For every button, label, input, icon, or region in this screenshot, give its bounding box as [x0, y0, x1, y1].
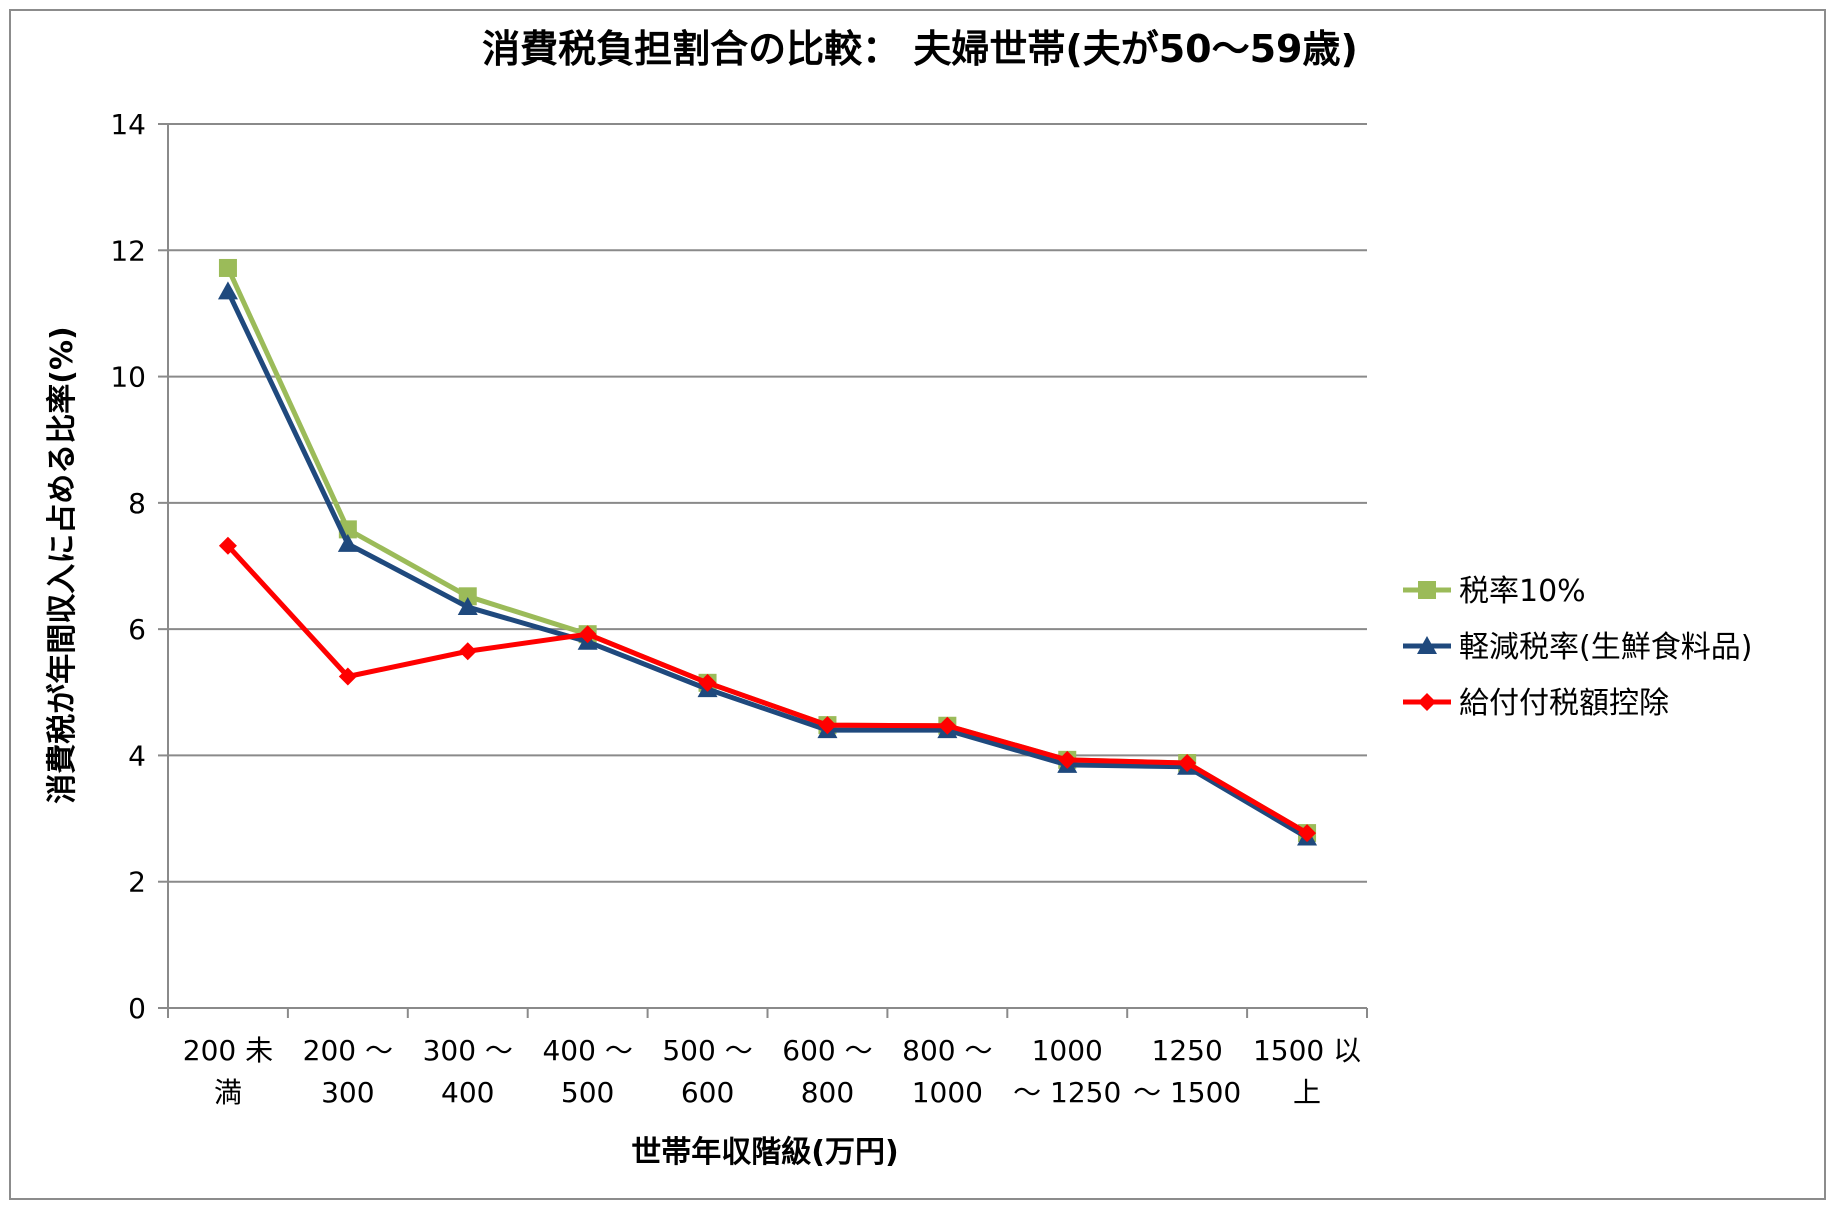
x-tick-label-line: ～ 1250 [1013, 1076, 1121, 1109]
data-point [1178, 754, 1197, 773]
data-point [1298, 824, 1317, 843]
data-point [218, 258, 237, 277]
legend-item: 軽減税率(生鮮食料品) [1403, 630, 1752, 665]
y-tick-label: 6 [128, 613, 146, 646]
axes [167, 124, 1367, 1009]
y-tick-label: 8 [128, 487, 146, 520]
x-tick-label-line: 300 [321, 1076, 374, 1109]
y-tick-label: 10 [110, 361, 146, 394]
x-tick-label-line: 1000 [912, 1076, 983, 1109]
x-tick-label-line: 200 未 [183, 1034, 273, 1067]
data-point [457, 597, 478, 616]
x-tick-label-line: 400 ～ [542, 1034, 632, 1067]
x-tick-label: 200 未満 [183, 1034, 273, 1109]
data-point [938, 716, 957, 735]
legend-item: 税率10% [1403, 574, 1586, 609]
series-line [225, 266, 1309, 836]
series-line [225, 290, 1309, 840]
x-tick-label-line: 500 [561, 1076, 614, 1109]
data-point [218, 536, 237, 555]
y-tick-label: 12 [110, 234, 146, 267]
x-tick-label-line: 400 [441, 1076, 494, 1109]
x-tick-label-line: 800 [801, 1076, 854, 1109]
x-tick-label: 200 ～ 300 [303, 1034, 393, 1109]
chart-title: 消費税負担割合の比較： 夫婦世帯(夫が50～59歳) [482, 27, 1358, 71]
legend-item: 給付付税額控除 [1403, 686, 1669, 721]
x-axis-title: 世帯年収階級(万円) [631, 1135, 898, 1170]
series-line [226, 544, 1309, 836]
x-tick-label-line: 200 ～ [303, 1034, 393, 1067]
x-tick-label-line: 1000 [1032, 1034, 1103, 1067]
x-tick-label: 1000 ～ 1250 [1013, 1034, 1121, 1109]
gridlines [168, 123, 1367, 883]
x-tick-label-line: ～ 1500 [1133, 1076, 1241, 1109]
legend-marker [1417, 636, 1437, 654]
x-tick-label-line: 300 ～ [423, 1034, 513, 1067]
x-axis-ticks: 200 未満 200 ～ 300 300 ～ 400 400 ～ 500 500 ～ 600 60… [167, 1008, 1368, 1109]
series-lines [217, 258, 1318, 846]
y-tick-label: 0 [128, 992, 146, 1025]
legend-label: 給付付税額控除 [1459, 686, 1669, 721]
chart-frame [9, 9, 1826, 1200]
data-point [338, 667, 357, 686]
x-tick-label-line: 600 [681, 1076, 734, 1109]
data-point [818, 716, 837, 735]
legend-marker [1418, 581, 1436, 599]
x-tick-label: 600 ～ 800 [782, 1034, 872, 1109]
x-tick-label-line: 500 ～ [662, 1034, 752, 1067]
x-tick-label-line: 満 [214, 1076, 242, 1109]
data-point [458, 642, 477, 661]
y-axis-title: 消費税が年間収入に占める比率(%) [45, 326, 80, 803]
x-tick-label: 1250 ～ 1500 [1133, 1034, 1241, 1109]
legend: 税率10% 軽減税率(生鮮食料品) 給付付税額控除 [1403, 574, 1752, 721]
x-tick-label-line: 1500 以 [1253, 1034, 1361, 1067]
data-point [217, 281, 238, 300]
y-axis-ticks: 0 2 4 6 8 10 12 14 [110, 108, 168, 1025]
x-tick-label: 1500 以上 [1253, 1034, 1361, 1109]
legend-marker [1418, 693, 1436, 711]
x-tick-label-line: 600 ～ [782, 1034, 872, 1067]
x-tick-label: 300 ～ 400 [423, 1034, 513, 1109]
series-3 [218, 536, 1317, 843]
data-point [698, 673, 717, 692]
y-tick-label: 14 [110, 108, 146, 141]
data-point [578, 625, 597, 644]
x-tick-label-line: 1250 [1152, 1034, 1223, 1067]
data-point [337, 533, 358, 552]
x-tick-label-line: 上 [1293, 1076, 1321, 1109]
x-tick-label-line: 800 ～ [902, 1034, 992, 1067]
y-tick-label: 2 [128, 866, 146, 899]
data-point [1058, 750, 1077, 769]
x-tick-label: 500 ～ 600 [662, 1034, 752, 1109]
x-tick-label: 400 ～ 500 [542, 1034, 632, 1109]
legend-label: 税率10% [1459, 574, 1586, 609]
x-tick-label: 800 ～ 1000 [902, 1034, 992, 1109]
legend-label: 軽減税率(生鮮食料品) [1459, 630, 1752, 665]
data-point [458, 587, 477, 606]
y-tick-label: 4 [128, 739, 146, 772]
